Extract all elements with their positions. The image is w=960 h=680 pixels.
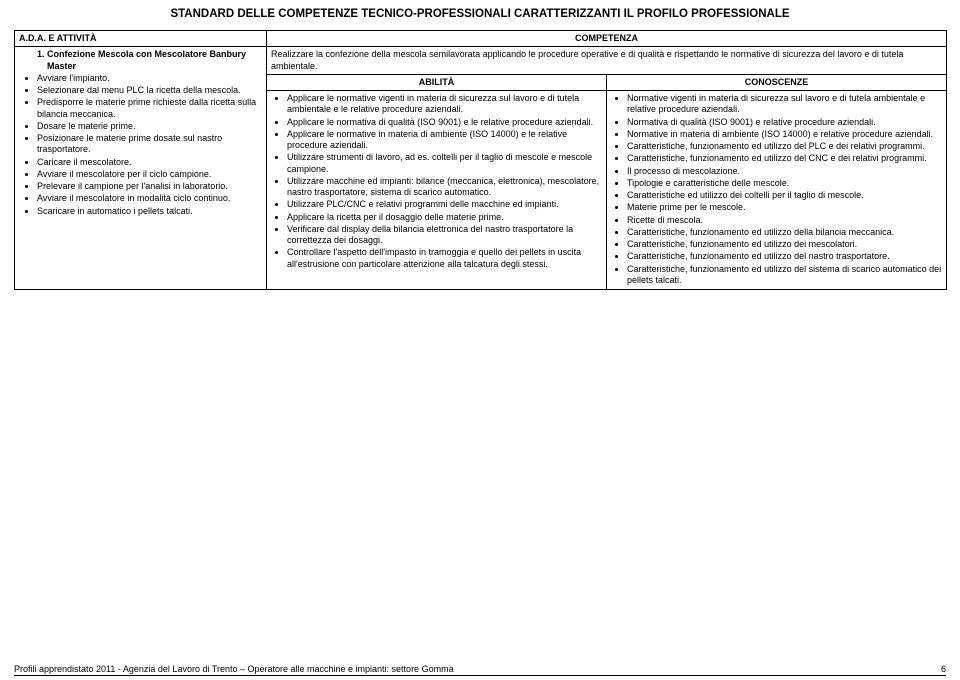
abilita-item: Utilizzare macchine ed impianti: bilance… bbox=[287, 176, 602, 199]
abilita-item: Utilizzare strumenti di lavoro, ad es. c… bbox=[287, 152, 602, 175]
abilita-list: Applicare le normative vigenti in materi… bbox=[271, 93, 602, 270]
activity-item: Predisporre le materie prime richieste d… bbox=[37, 97, 262, 120]
abilita-item: Applicare la ricetta per il dosaggio del… bbox=[287, 212, 602, 223]
abilita-item: Utilizzare PLC/CNC e relativi programmi … bbox=[287, 199, 602, 210]
header-row-1: A.D.A. E ATTIVITÀ COMPETENZA bbox=[15, 31, 947, 47]
conoscenze-item: Caratteristiche, funzionamento ed utiliz… bbox=[627, 251, 942, 262]
footer-page-number: 6 bbox=[941, 664, 946, 674]
activity-item: Avviare il mescolatore per il ciclo camp… bbox=[37, 169, 262, 180]
conoscenze-item: Ricette di mescola. bbox=[627, 215, 942, 226]
conoscenze-item: Normative vigenti in materia di sicurezz… bbox=[627, 93, 942, 116]
conoscenze-item: Materie prime per le mescole. bbox=[627, 202, 942, 213]
activity-item: Posizionare le materie prime dosate sul … bbox=[37, 133, 262, 156]
abilita-item: Verificare dal display della bilancia el… bbox=[287, 224, 602, 247]
activity-item: Scaricare in automatico i pellets talcat… bbox=[37, 206, 262, 217]
abilita-item: Applicare le normativa di qualità (ISO 9… bbox=[287, 117, 602, 128]
conoscenze-item: Normative in materia di ambiente (ISO 14… bbox=[627, 129, 942, 140]
footer-left: Profili apprendistato 2011 - Agenzia del… bbox=[14, 664, 454, 674]
header-conoscenze: CONOSCENZE bbox=[607, 74, 947, 90]
competency-table: A.D.A. E ATTIVITÀ COMPETENZA Confezione … bbox=[14, 30, 947, 290]
activity-numbered-list: Confezione Mescola con Mescolatore Banbu… bbox=[21, 49, 262, 72]
header-abilita: ABILITÀ bbox=[267, 74, 607, 90]
abilita-item: Applicare le normative in materia di amb… bbox=[287, 129, 602, 152]
activity-item: Caricare il mescolatore. bbox=[37, 157, 262, 168]
row-activity-competenza: Confezione Mescola con Mescolatore Banbu… bbox=[15, 47, 947, 75]
footer: Profili apprendistato 2011 - Agenzia del… bbox=[14, 664, 946, 676]
page-title: STANDARD DELLE COMPETENZE TECNICO-PROFES… bbox=[14, 8, 946, 20]
conoscenze-item: Caratteristiche ed utilizzo dei coltelli… bbox=[627, 190, 942, 201]
conoscenze-item: Il processo di mescolazione. bbox=[627, 166, 942, 177]
activities-list: Avviare l'impianto.Selezionare dal menu … bbox=[21, 73, 262, 217]
conoscenze-item: Caratteristiche, funzionamento ed utiliz… bbox=[627, 264, 942, 287]
conoscenze-list: Normative vigenti in materia di sicurezz… bbox=[611, 93, 942, 286]
header-competenza: COMPETENZA bbox=[267, 31, 947, 47]
conoscenze-item: Caratteristiche, funzionamento ed utiliz… bbox=[627, 153, 942, 164]
page-root: STANDARD DELLE COMPETENZE TECNICO-PROFES… bbox=[0, 0, 960, 680]
conoscenze-item: Tipologie e caratteristiche delle mescol… bbox=[627, 178, 942, 189]
cell-abilita: Applicare le normative vigenti in materi… bbox=[267, 91, 607, 290]
conoscenze-item: Caratteristiche, funzionamento ed utiliz… bbox=[627, 141, 942, 152]
cell-competenza-text: Realizzare la confezione della mescola s… bbox=[267, 47, 947, 75]
cell-conoscenze: Normative vigenti in materia di sicurezz… bbox=[607, 91, 947, 290]
conoscenze-item: Caratteristiche, funzionamento ed utiliz… bbox=[627, 227, 942, 238]
abilita-item: Applicare le normative vigenti in materi… bbox=[287, 93, 602, 116]
header-ada: A.D.A. E ATTIVITÀ bbox=[15, 31, 267, 47]
cell-activities: Confezione Mescola con Mescolatore Banbu… bbox=[15, 47, 267, 290]
activity-numbered-item: Confezione Mescola con Mescolatore Banbu… bbox=[47, 49, 262, 72]
activity-item: Dosare le materie prime. bbox=[37, 121, 262, 132]
conoscenze-item: Normativa di qualità (ISO 9001) e relati… bbox=[627, 117, 942, 128]
abilita-item: Controllare l'aspetto dell'impasto in tr… bbox=[287, 247, 602, 270]
activity-item: Avviare l'impianto. bbox=[37, 73, 262, 84]
conoscenze-item: Caratteristiche, funzionamento ed utiliz… bbox=[627, 239, 942, 250]
activity-item: Prelevare il campione per l'analisi in l… bbox=[37, 181, 262, 192]
activity-item: Avviare il mescolatore in modalità ciclo… bbox=[37, 193, 262, 204]
activity-item: Selezionare dal menu PLC la ricetta dell… bbox=[37, 85, 262, 96]
